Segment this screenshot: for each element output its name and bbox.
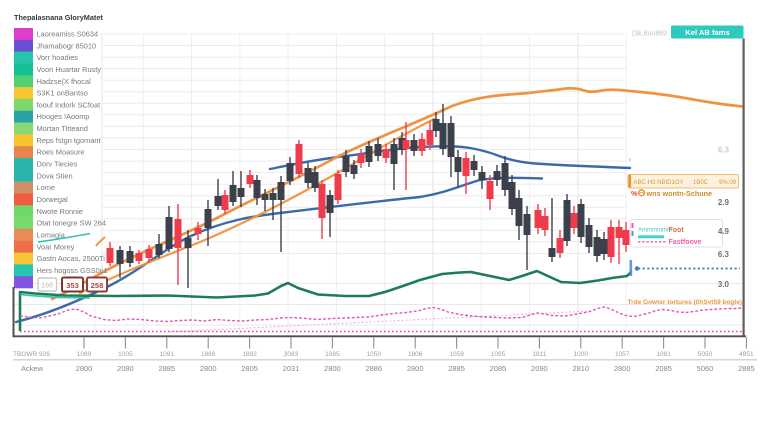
svg-text:2080: 2080 xyxy=(117,364,134,373)
svg-text:1806: 1806 xyxy=(408,351,423,358)
svg-text:Gastn Aocas, 2500Ti: Gastn Aocas, 2500Ti xyxy=(37,254,106,263)
svg-text:1889: 1889 xyxy=(201,351,216,358)
svg-text:2810: 2810 xyxy=(572,364,589,373)
svg-text:2885: 2885 xyxy=(448,364,465,373)
svg-text:Voon Huartar Rusty: Voon Huartar Rusty xyxy=(37,65,102,74)
svg-text:ABC-H3 NBID1OY: ABC-H3 NBID1OY xyxy=(634,180,684,186)
svg-text:2.9: 2.9 xyxy=(718,198,730,207)
svg-text:4851: 4851 xyxy=(739,351,754,358)
svg-text:2800: 2800 xyxy=(407,364,424,373)
svg-text:1059: 1059 xyxy=(449,351,464,358)
svg-text:2085: 2085 xyxy=(490,364,507,373)
svg-text:2885: 2885 xyxy=(158,364,175,373)
svg-text:1050: 1050 xyxy=(367,351,382,358)
svg-text:2800: 2800 xyxy=(76,364,93,373)
svg-text:foouf Indork SCfoat: foouf Indork SCfoat xyxy=(37,100,101,109)
svg-text:2885: 2885 xyxy=(738,364,755,373)
svg-text:›: › xyxy=(628,154,631,165)
svg-text:(3k.8un869: (3k.8un869 xyxy=(632,31,667,38)
svg-text:Laoreamiss S0634: Laoreamiss S0634 xyxy=(37,30,99,39)
svg-text:Kel AB fams: Kel AB fams xyxy=(685,28,729,37)
svg-text:Foot: Foot xyxy=(669,227,685,234)
svg-text:2886: 2886 xyxy=(365,364,382,373)
svg-text:1091: 1091 xyxy=(160,351,175,358)
svg-text:2800: 2800 xyxy=(324,364,341,373)
svg-text:1085: 1085 xyxy=(325,351,340,358)
svg-text:Dorwegal: Dorwegal xyxy=(37,195,69,204)
svg-text:168: 168 xyxy=(41,283,53,290)
svg-text:Nwote Ronnie: Nwote Ronnie xyxy=(37,207,83,216)
svg-text:1811: 1811 xyxy=(532,351,546,358)
svg-text:2800: 2800 xyxy=(200,364,217,373)
svg-text:1005: 1005 xyxy=(118,351,133,358)
svg-text:Ackew: Ackew xyxy=(21,364,44,373)
svg-text:3083: 3083 xyxy=(284,351,299,358)
svg-text:Jhamabogr 85010: Jhamabogr 85010 xyxy=(37,41,97,50)
svg-text:1892: 1892 xyxy=(242,351,257,358)
svg-text:2800: 2800 xyxy=(614,364,631,373)
svg-text:258: 258 xyxy=(91,281,104,290)
svg-text:Hers hogoss GSS0c1: Hers hogoss GSS0c1 xyxy=(37,266,108,275)
svg-text:2085: 2085 xyxy=(655,364,672,373)
svg-text:1081: 1081 xyxy=(656,351,671,358)
svg-text:Lome: Lome xyxy=(37,183,56,192)
svg-text:Reps fstgn tgomant: Reps fstgn tgomant xyxy=(37,136,101,145)
svg-text:6.3: 6.3 xyxy=(718,250,730,259)
svg-text:Trde Gowter tortures (0hSvt59: Trde Gowter tortures (0hSvt59 bogle) xyxy=(628,299,743,306)
svg-text:5060: 5060 xyxy=(697,364,714,373)
svg-text:Thepalasnana GloryMatet: Thepalasnana GloryMatet xyxy=(14,13,103,22)
svg-text:2031: 2031 xyxy=(283,364,300,373)
svg-text:Hadzse(X fhocal: Hadzse(X fhocal xyxy=(37,77,92,86)
svg-text:wns wontn-Schune: wns wontn-Schune xyxy=(646,189,712,198)
svg-text:Vorr hoadies: Vorr hoadies xyxy=(37,53,79,62)
svg-text:6.3: 6.3 xyxy=(718,146,730,155)
svg-text:S3K1 onBantso: S3K1 onBantso xyxy=(37,89,88,98)
svg-text:Voar Morey: Voar Morey xyxy=(37,242,75,251)
svg-text:Lomagia: Lomagia xyxy=(37,230,66,239)
svg-text:Roes Moasure: Roes Moasure xyxy=(37,148,85,157)
svg-text:353: 353 xyxy=(66,281,79,290)
svg-text:TBOWR 926: TBOWR 926 xyxy=(13,351,50,358)
svg-text:1057: 1057 xyxy=(615,351,630,358)
svg-text:1095: 1095 xyxy=(491,351,506,358)
svg-text:1089: 1089 xyxy=(77,351,92,358)
svg-text:Ammmmmm: Ammmmmm xyxy=(638,228,672,234)
svg-text:1000: 1000 xyxy=(574,351,589,358)
svg-text:Dorv Tiecies: Dorv Tiecies xyxy=(37,160,78,169)
svg-text:9%:09: 9%:09 xyxy=(719,180,737,186)
svg-text:Fastfoove: Fastfoove xyxy=(669,239,702,246)
svg-text:Dova Stien: Dova Stien xyxy=(37,171,73,180)
svg-text:2090: 2090 xyxy=(531,364,548,373)
svg-text:3.0: 3.0 xyxy=(718,280,730,289)
svg-text:4.9: 4.9 xyxy=(718,227,730,236)
svg-text:1B0C: 1B0C xyxy=(693,180,709,186)
svg-text:Hooges !Aoomp: Hooges !Aoomp xyxy=(37,112,90,121)
svg-text:5050: 5050 xyxy=(698,351,713,358)
svg-text:2805: 2805 xyxy=(241,364,258,373)
svg-text:Mortan Titteand: Mortan Titteand xyxy=(37,124,88,133)
svg-text:%: % xyxy=(631,189,638,198)
svg-text:Otat Ionegre SW 264: Otat Ionegre SW 264 xyxy=(37,219,106,228)
